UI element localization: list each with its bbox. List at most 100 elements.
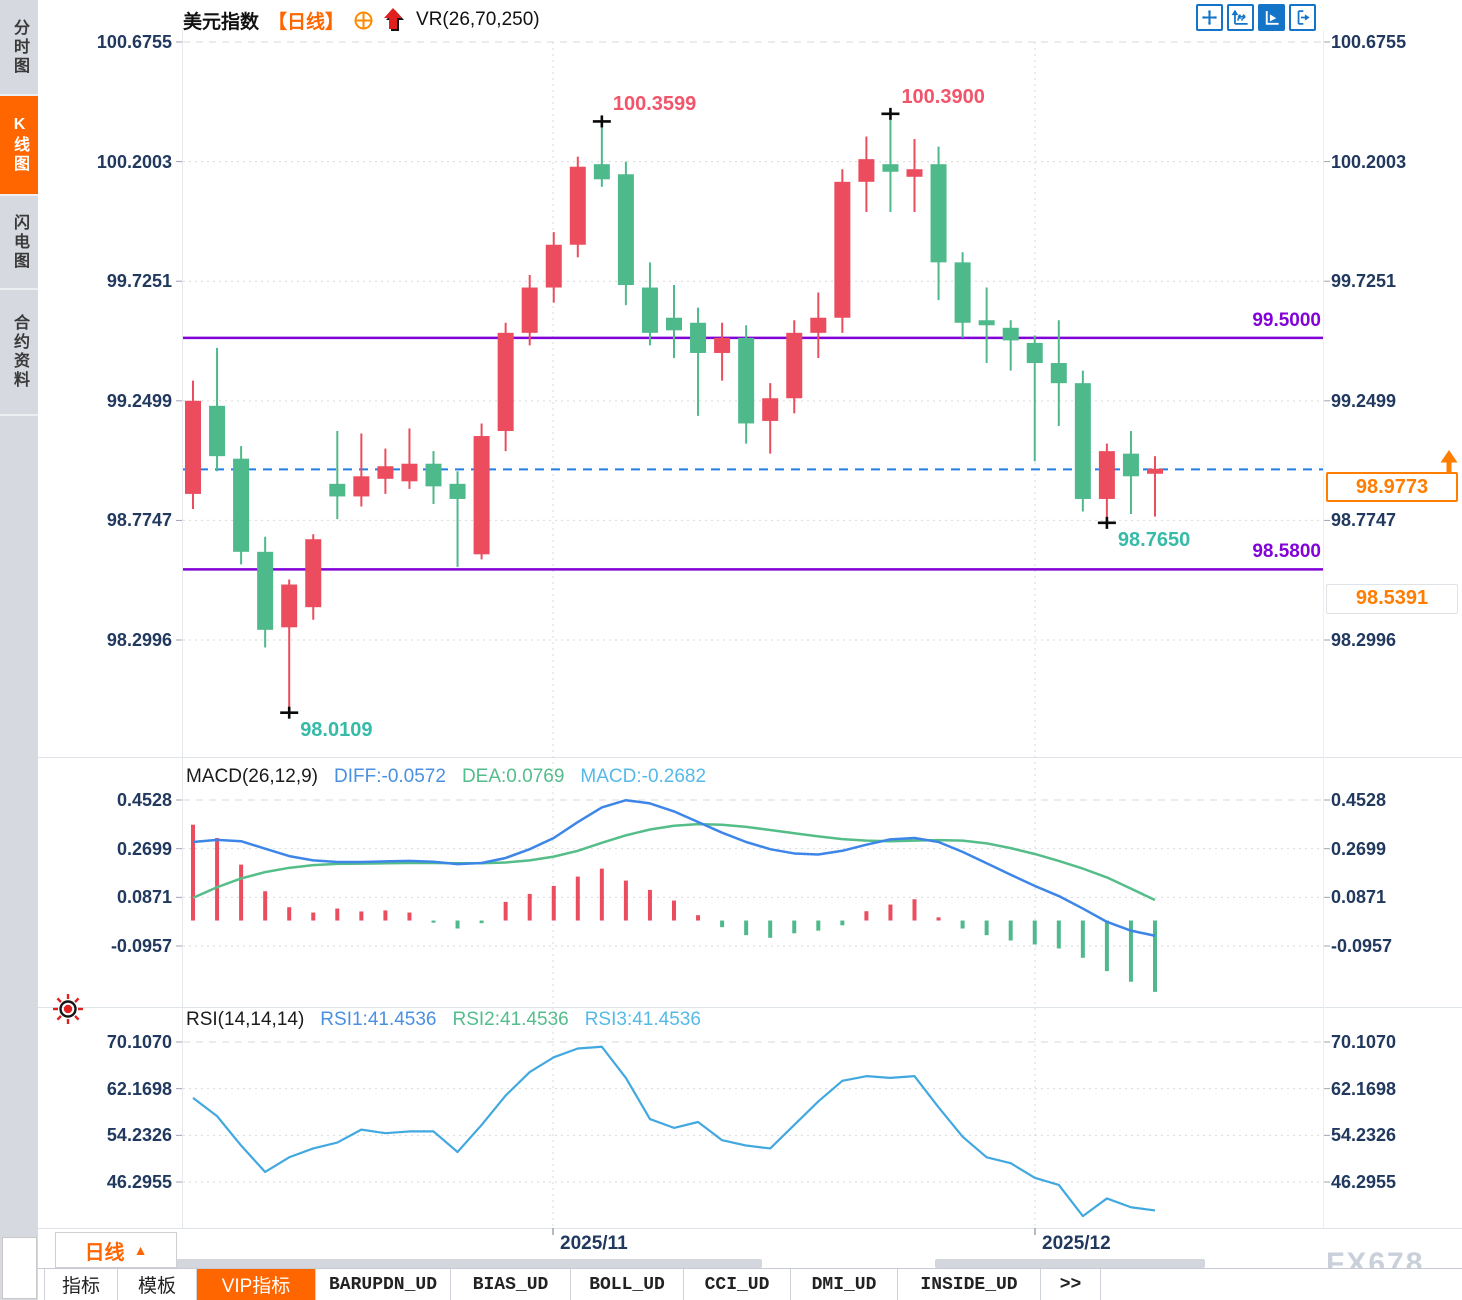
- y-axis-label-left: 99.7251: [106, 271, 172, 292]
- macd-histogram-bar: [1153, 920, 1157, 992]
- y-axis-label-left: 0.4528: [116, 790, 172, 810]
- h-scrollbar-thumb[interactable]: [935, 1259, 1205, 1268]
- period-tag[interactable]: 【日线】: [268, 11, 345, 33]
- price-annotation: 100.3900: [901, 85, 985, 108]
- candle-body: [882, 164, 899, 172]
- macd-histogram-bar: [696, 915, 701, 921]
- candle-body: [738, 337, 755, 424]
- y-axis-label-right: 70.1070: [1331, 1032, 1397, 1052]
- indicator-tab-bar: 指标 模板 VIP指标 BARUPDN_UD BIAS_UD BOLL_UD CCI_UD D…: [38, 1268, 1462, 1300]
- axis-play-icon[interactable]: [1258, 4, 1285, 31]
- macd-histogram-bar: [311, 912, 316, 921]
- period-button-arrow-icon: ▲: [133, 1242, 148, 1258]
- macd-histogram-bar: [1056, 920, 1061, 949]
- target-icon[interactable]: [353, 10, 374, 31]
- candle-body: [569, 166, 586, 245]
- candle-body: [185, 400, 201, 494]
- macd-histogram-bar: [840, 920, 845, 926]
- sidebar-item-2[interactable]: K线图: [0, 96, 38, 196]
- candle-body: [425, 463, 442, 487]
- y-axis-label-left: 0.0871: [116, 887, 172, 908]
- candle-body: [233, 458, 250, 552]
- indicator-tab-4[interactable]: BARUPDN_UD: [316, 1269, 451, 1300]
- candle-body: [834, 181, 851, 318]
- y-axis-label-right: 98.2996: [1331, 630, 1397, 650]
- macd-histogram-bar: [287, 907, 292, 921]
- candle-body: [329, 483, 346, 497]
- sidebar-item-4[interactable]: 合约资料: [0, 290, 38, 416]
- sidebar: 分时图 K线图 闪电图 合约资料: [0, 0, 38, 1300]
- candle-body: [377, 466, 394, 479]
- macd-histogram-bar: [768, 920, 773, 938]
- rsi-header: RSI(14,14,14) RSI1:41.4536 RSI2:41.4536 …: [186, 1009, 701, 1031]
- sidebar-item-1[interactable]: 分时图: [0, 0, 38, 96]
- macd-histogram-bar: [864, 911, 869, 921]
- y-axis-label-left: 70.1070: [106, 1032, 172, 1052]
- rsi-params[interactable]: RSI(14,14,14): [186, 1009, 305, 1030]
- sidebar-item-3[interactable]: 闪电图: [0, 196, 38, 290]
- macd-diff-line: [192, 798, 1156, 937]
- red-up-arrow-icon[interactable]: [383, 7, 407, 34]
- macd-histogram-bar: [407, 912, 412, 921]
- x-axis-label: 2025/11: [560, 1233, 628, 1254]
- rsi3-value: RSI3:41.4536: [584, 1009, 701, 1030]
- candle-body: [1074, 383, 1091, 499]
- candle-body: [545, 244, 562, 288]
- last-price-value: 98.9773: [1355, 475, 1429, 498]
- candle-body: [1122, 453, 1139, 477]
- y-axis-label-right: 0.4528: [1331, 790, 1387, 810]
- macd-histogram-bar: [503, 901, 508, 921]
- axis-shift-icon[interactable]: [1289, 4, 1316, 31]
- price-annotation: 98.0109: [300, 718, 373, 741]
- indicator-tab-6[interactable]: BOLL_UD: [571, 1269, 684, 1300]
- macd-params[interactable]: MACD(26,12,9): [186, 766, 318, 787]
- macd-histogram-bar: [215, 838, 220, 921]
- macd-histogram-bar: [936, 917, 941, 921]
- candle-body: [449, 483, 466, 499]
- y-axis-label-left: 99.2499: [106, 390, 172, 411]
- y-axis-label-right: 99.2499: [1331, 390, 1397, 411]
- h-scrollbar-track[interactable]: [120, 1259, 762, 1268]
- macd-histogram-bar: [479, 920, 484, 924]
- indicator-tab-3[interactable]: VIP指标: [197, 1269, 316, 1300]
- y-axis-label-right: 98.7747: [1331, 510, 1397, 531]
- indicator-tab-1[interactable]: 指标: [44, 1269, 118, 1300]
- y-axis-label-right: 100.6755: [1331, 32, 1407, 52]
- x-axis-label: 2025/12: [1042, 1233, 1111, 1254]
- macd-histogram-bar: [912, 899, 917, 921]
- macd-histogram-bar: [1080, 920, 1085, 958]
- macd-histogram-bar: [623, 880, 628, 921]
- indicator-tab-2[interactable]: 模板: [118, 1269, 197, 1300]
- tabs-overflow-button[interactable]: >>: [1041, 1269, 1101, 1300]
- indicator-tab-9[interactable]: INSIDE_UD: [898, 1269, 1041, 1300]
- candle-body: [810, 317, 827, 333]
- offset-price-box: 98.5391: [1326, 583, 1458, 614]
- rsi2-value: RSI2:41.4536: [452, 1009, 569, 1030]
- candle-body: [930, 164, 947, 263]
- axis-fit-icon[interactable]: [1227, 4, 1254, 31]
- indicator-tab-8[interactable]: DMI_UD: [791, 1269, 898, 1300]
- indicator-tab-7[interactable]: CCI_UD: [684, 1269, 791, 1300]
- candle-body: [978, 320, 995, 326]
- crosshair-move-icon[interactable]: [1196, 4, 1223, 31]
- offset-price-value: 98.5391: [1355, 587, 1429, 610]
- macd-histogram-bar: [744, 920, 749, 936]
- candle-body: [353, 476, 370, 497]
- candle-body: [1098, 451, 1115, 499]
- indicator-tab-5[interactable]: BIAS_UD: [451, 1269, 571, 1300]
- price-annotation: 98.7650: [1117, 528, 1191, 551]
- macd-histogram-bar: [647, 889, 652, 921]
- macd-histogram-bar: [551, 885, 556, 921]
- last-price-arrow-icon: [1440, 450, 1458, 463]
- y-axis-label-right: 46.2955: [1331, 1172, 1397, 1192]
- macd-diff-value: DIFF:-0.0572: [334, 766, 446, 787]
- sun-icon[interactable]: [50, 991, 86, 1032]
- macd-histogram-bar: [599, 868, 604, 921]
- y-axis-label-left: 100.2003: [96, 151, 172, 172]
- macd-dea-line: [192, 822, 1156, 902]
- y-axis-label-left: 62.1698: [106, 1078, 172, 1099]
- macd-histogram-bar: [1032, 920, 1037, 945]
- macd-histogram-bar: [575, 876, 580, 921]
- period-button[interactable]: 日线 ▲: [55, 1232, 177, 1268]
- y-axis-label-left: 98.7747: [106, 510, 172, 531]
